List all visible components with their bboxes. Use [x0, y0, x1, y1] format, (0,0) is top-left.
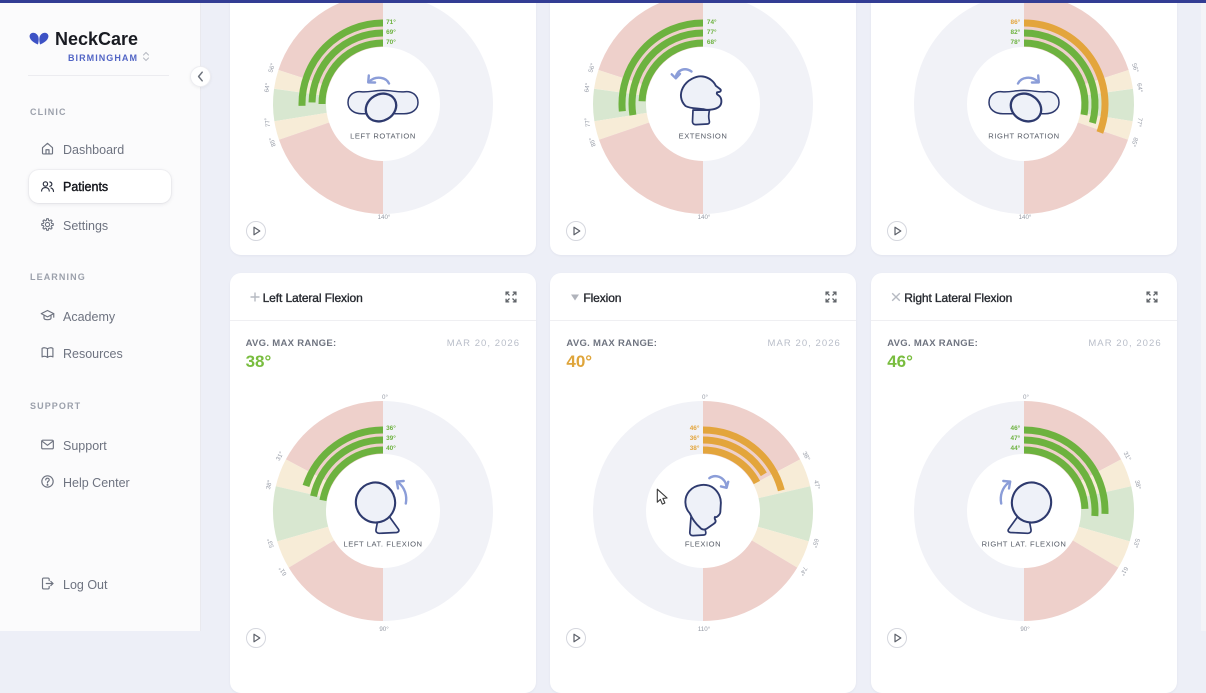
svg-text:140°: 140°: [377, 214, 390, 221]
svg-text:38°: 38°: [265, 478, 274, 489]
svg-text:85°: 85°: [1129, 136, 1139, 148]
svg-text:RIGHT LAT. FLEXION: RIGHT LAT. FLEXION: [982, 539, 1067, 548]
svg-text:FLEXION: FLEXION: [685, 539, 721, 548]
svg-text:0°: 0°: [702, 394, 708, 401]
svg-text:0°: 0°: [1023, 394, 1029, 401]
svg-text:85°: 85°: [588, 136, 598, 148]
svg-text:64°: 64°: [584, 82, 592, 93]
svg-text:90°: 90°: [379, 626, 389, 633]
svg-text:85°: 85°: [267, 136, 277, 148]
svg-text:77°: 77°: [1135, 117, 1143, 128]
svg-text:RIGHT ROTATION: RIGHT ROTATION: [988, 132, 1059, 141]
svg-text:38°: 38°: [1133, 479, 1142, 490]
svg-text:61°: 61°: [277, 564, 288, 576]
svg-text:53°: 53°: [1131, 537, 1140, 548]
svg-text:74°: 74°: [798, 565, 809, 577]
svg-text:61°: 61°: [1118, 565, 1129, 577]
svg-text:53°: 53°: [266, 537, 275, 548]
svg-text:64°: 64°: [1135, 83, 1143, 94]
svg-text:47°: 47°: [812, 479, 821, 490]
svg-text:56°: 56°: [1130, 62, 1140, 74]
svg-text:31°: 31°: [274, 450, 285, 462]
svg-text:LEFT ROTATION: LEFT ROTATION: [350, 132, 416, 141]
svg-text:56°: 56°: [588, 62, 598, 74]
svg-text:64°: 64°: [263, 82, 271, 93]
svg-text:77°: 77°: [584, 117, 592, 128]
svg-text:140°: 140°: [1019, 214, 1032, 221]
svg-text:140°: 140°: [698, 214, 711, 221]
svg-text:38°: 38°: [801, 450, 812, 462]
svg-text:0°: 0°: [382, 394, 388, 401]
svg-text:90°: 90°: [1021, 626, 1031, 633]
svg-text:31°: 31°: [1122, 450, 1133, 462]
svg-text:65°: 65°: [811, 537, 820, 548]
svg-text:77°: 77°: [263, 117, 271, 128]
svg-text:EXTENSION: EXTENSION: [679, 132, 728, 141]
svg-text:110°: 110°: [698, 626, 711, 633]
svg-text:56°: 56°: [267, 62, 277, 74]
svg-text:LEFT LAT. FLEXION: LEFT LAT. FLEXION: [343, 539, 422, 548]
